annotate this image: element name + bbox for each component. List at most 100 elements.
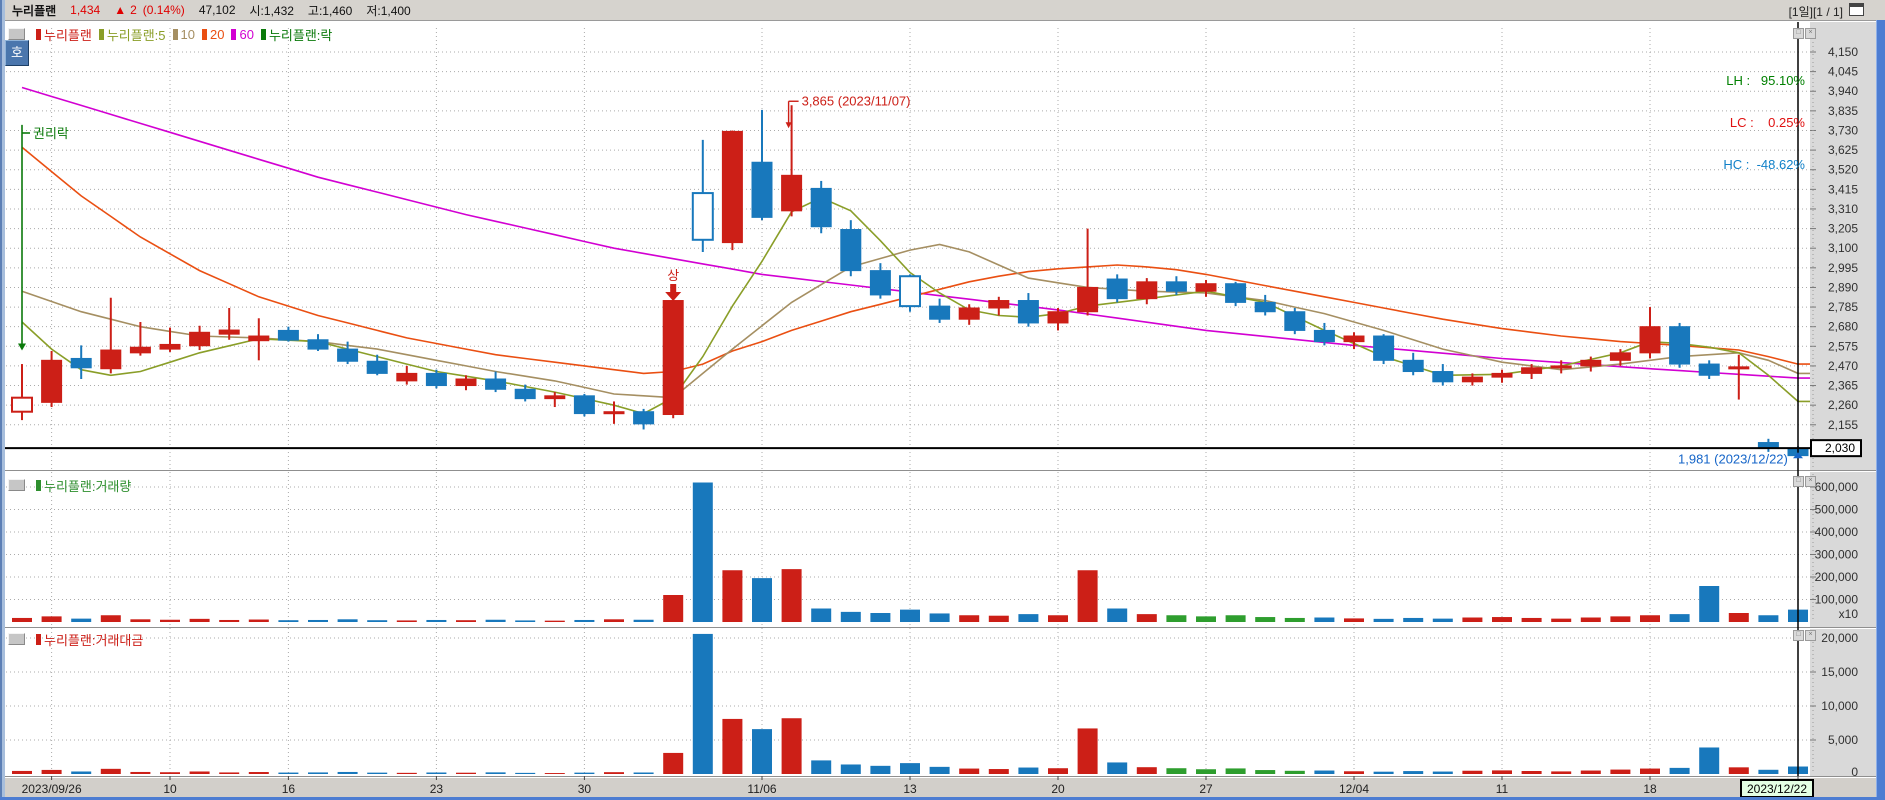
candle-body[interactable] [1580,359,1602,367]
value-bar[interactable] [515,772,536,774]
value-bar[interactable] [485,772,506,774]
legend-label[interactable]: 10 [180,26,195,42]
volume-bar[interactable] [1136,614,1157,622]
volume-bar[interactable] [900,609,920,622]
value-bar[interactable] [633,772,654,774]
volume-bar[interactable] [1758,615,1779,622]
volume-bar[interactable] [71,618,92,622]
volume-bar[interactable] [1018,614,1039,622]
volume-bar[interactable] [515,620,536,622]
candle-body[interactable] [929,305,951,320]
volume-bar[interactable] [1610,616,1631,622]
candle-body[interactable] [1669,326,1691,365]
value-bar[interactable] [1521,771,1542,774]
volume-bar[interactable] [1669,614,1690,622]
volume-bar[interactable] [1077,570,1098,622]
candle-body[interactable] [11,396,33,413]
candle-body[interactable] [1254,301,1276,313]
value-bar[interactable] [426,772,447,774]
value-bar[interactable] [574,772,595,774]
candle-body[interactable] [514,388,536,400]
value-bar[interactable] [1018,767,1039,774]
volume-bar[interactable] [1225,615,1246,622]
value-bar[interactable] [663,752,684,774]
volume-bar[interactable] [308,619,328,622]
candle-body[interactable] [662,300,684,416]
candle-body[interactable] [603,411,625,415]
candle-body[interactable] [840,229,862,272]
value-bar[interactable] [544,773,565,774]
candle-body[interactable] [100,349,122,370]
collapse-pane-icon[interactable] [8,633,25,645]
candle-body[interactable] [751,161,773,218]
value-bar[interactable] [1580,770,1601,774]
legend-label[interactable]: 누리플랜:5 [106,27,166,43]
candle-body[interactable] [485,378,507,390]
volume-bar[interactable] [1699,586,1720,622]
candle-body[interactable] [1402,359,1424,373]
collapse-pane-icon[interactable] [8,28,25,40]
value-bar[interactable] [1640,768,1660,774]
value-bar[interactable] [692,633,713,774]
candlesticks[interactable] [11,105,1809,458]
volume-bar[interactable] [988,615,1009,622]
candle-body[interactable] [1432,371,1454,383]
candle-body[interactable] [307,339,329,350]
candle-body[interactable] [1461,376,1483,383]
volume-bar[interactable] [160,619,180,622]
candle-body[interactable] [1106,278,1128,300]
value-bar[interactable] [1255,770,1276,774]
value-bar[interactable] [1728,767,1749,774]
legend-label[interactable]: 60 [239,26,254,42]
candle-body[interactable] [396,372,418,382]
volume-bar[interactable] [1580,617,1601,623]
value-bar[interactable] [1166,768,1187,774]
chart-plot-area[interactable] [5,21,1877,797]
value-bar[interactable] [367,772,388,774]
volume-bar[interactable] [1432,618,1453,622]
volume-bar[interactable] [1551,618,1572,622]
volume-bar[interactable] [485,619,506,622]
volume-bar[interactable] [959,615,980,622]
legend-label[interactable]: 누리플랜:거래대금 [44,632,144,648]
value-bar[interactable] [1492,770,1512,774]
volume-bar[interactable] [1403,617,1424,622]
candle-body[interactable] [810,187,832,228]
candle-body[interactable] [70,357,92,369]
pane-close-icon[interactable]: × [1805,630,1816,641]
pane-restore-icon[interactable]: □ [1793,28,1804,39]
value-bars[interactable] [12,633,1808,774]
value-bar[interactable] [456,772,476,774]
value-bar[interactable] [604,772,624,774]
candle-body[interactable] [633,411,655,425]
volume-bar[interactable] [574,619,595,622]
value-bar[interactable] [1136,767,1157,774]
value-bar[interactable] [1225,768,1246,774]
candle-body[interactable] [218,329,240,335]
volume-bar[interactable] [1255,617,1276,622]
value-bar[interactable] [1758,769,1779,774]
candle-body[interactable] [1343,335,1365,343]
candle-body[interactable] [159,343,181,350]
value-bar[interactable] [1669,767,1690,774]
candle-body[interactable] [1550,365,1572,369]
volume-bar[interactable] [189,618,210,622]
volume-bar[interactable] [1373,618,1394,622]
candle-body[interactable] [1728,366,1750,370]
value-bar[interactable] [988,769,1009,774]
candle-body[interactable] [425,372,447,387]
candle-body[interactable] [1491,372,1513,378]
candle-body[interactable] [337,348,359,362]
volume-bar[interactable] [604,619,624,622]
candle-body[interactable] [1195,283,1217,292]
candle-body[interactable] [1284,311,1306,331]
volume-bar[interactable] [1048,615,1068,622]
volume-bar[interactable] [1640,615,1660,622]
legend-label[interactable]: 누리플랜:락 [268,27,333,43]
volume-bar[interactable] [781,569,802,622]
pane-restore-icon[interactable]: □ [1793,630,1804,641]
volume-bar[interactable] [1521,617,1542,622]
volume-bar[interactable] [278,620,299,622]
volume-bar[interactable] [396,620,417,622]
candle-body[interactable] [129,346,151,354]
